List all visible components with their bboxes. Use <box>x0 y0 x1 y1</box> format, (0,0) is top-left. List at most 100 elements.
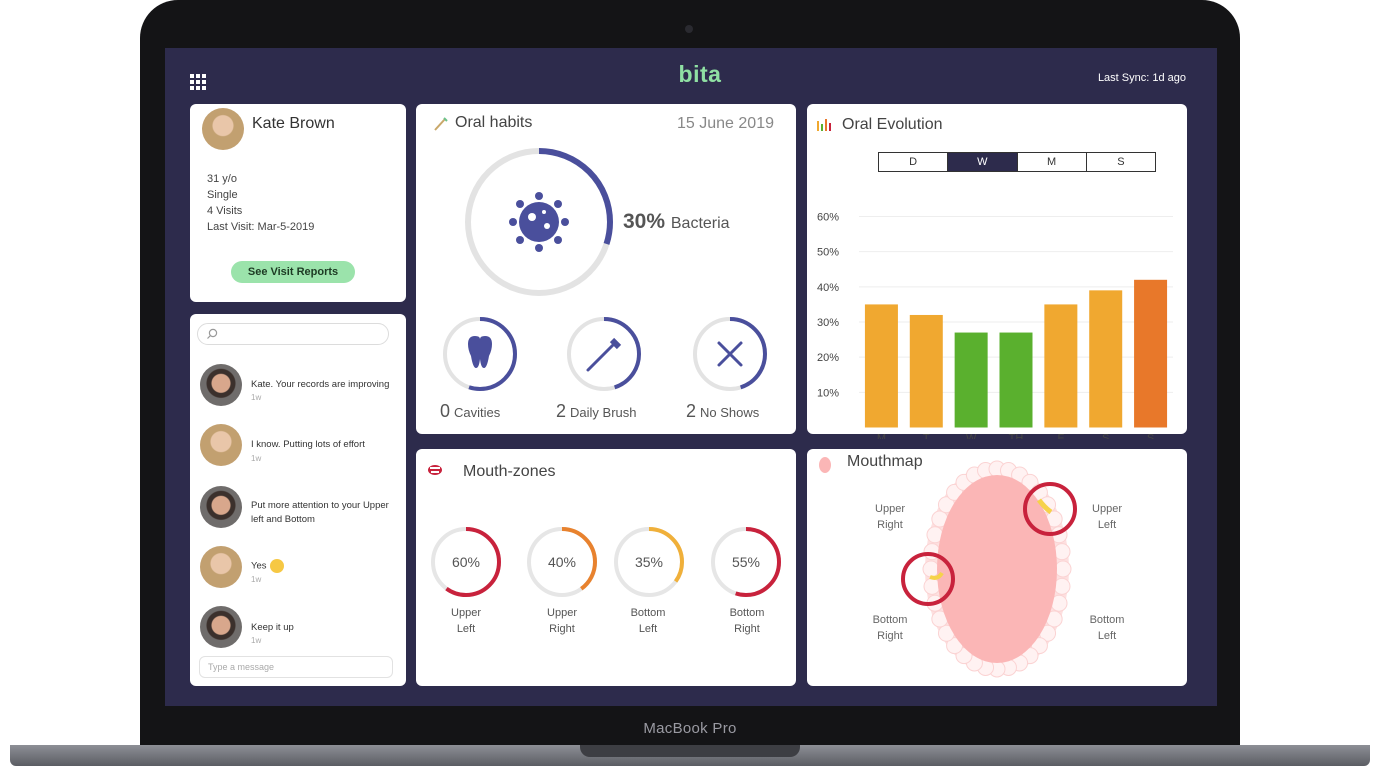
mouth-zones-title: Mouth-zones <box>463 463 556 480</box>
chat-search-input[interactable] <box>197 323 389 345</box>
x-tick-label: TH <box>1009 433 1024 440</box>
patient-avatar <box>200 546 242 588</box>
zone-label-line: Left <box>638 623 658 635</box>
cavities-stat: 0 Cavities <box>440 401 500 422</box>
chat-message: Kate. Your records are improving <box>251 379 390 390</box>
daily-brush-gauge <box>567 317 641 391</box>
last-sync: Last Sync: 1d ago <box>1097 72 1186 84</box>
bottom-right-label: Bottom Right <box>860 612 920 644</box>
chat-time: 1w <box>251 393 262 402</box>
toothbrush-icon <box>586 337 622 372</box>
zone-value: 40% <box>548 554 576 570</box>
chat-message-text: Yes <box>251 560 267 572</box>
map-label-line: Bottom <box>1089 614 1125 626</box>
app-screen: bita Last Sync: 1d ago Kate Brown 31 y/o… <box>165 48 1217 706</box>
x-tick-label: T <box>923 433 930 440</box>
zone-label: Upper Right <box>527 605 597 637</box>
patient-avatar <box>200 424 242 466</box>
zone-value: 55% <box>732 554 760 570</box>
mouthmap-title: Mouthmap <box>847 453 923 470</box>
tab-day[interactable]: D <box>879 153 949 171</box>
map-label-line: Upper <box>875 503 905 515</box>
bar[interactable] <box>1044 304 1078 428</box>
patient-visits: 4 Visits <box>207 205 243 217</box>
mouthmap-card: Mouthmap Upper Right Upper Left Bottom Righ… <box>807 449 1187 686</box>
message-input[interactable]: Type a message <box>199 656 393 678</box>
zone-label-line: Left <box>456 623 476 635</box>
tooth-icon <box>468 336 492 368</box>
x-tick-label: M <box>877 433 886 440</box>
chat-card: Kate. Your records are improving 1w I kn… <box>190 314 406 686</box>
patient-name: Kate Brown <box>252 115 335 132</box>
cavities-value: 0 <box>440 401 451 421</box>
tab-season[interactable]: S <box>1117 156 1125 168</box>
map-label-line: Right <box>877 630 903 642</box>
x-tick-label: W <box>966 433 977 440</box>
laptop-notch <box>580 745 800 757</box>
cavities-label: Cavities <box>454 405 501 420</box>
tab-week[interactable]: W <box>948 153 1018 171</box>
chat-time: 1w <box>251 636 262 645</box>
oral-evolution-chart: 10% 20% 30% 40% 50% 60% M T W TH F S S <box>817 212 1173 440</box>
map-label-line: Upper <box>1092 503 1122 515</box>
y-tick-label: 10% <box>817 387 839 399</box>
oral-habits-title: Oral habits <box>455 114 533 131</box>
zone-gauge-arc <box>431 527 501 597</box>
mouthmap-icon <box>819 457 831 473</box>
device-brand: MacBook Pro <box>643 720 737 737</box>
grid-menu-icon[interactable] <box>190 74 206 90</box>
period-tabs: D W M S <box>878 152 1156 172</box>
bar[interactable] <box>1089 290 1123 428</box>
tab-month[interactable]: M <box>1018 153 1087 171</box>
bacteria-progress-arc <box>465 148 613 296</box>
mouth-zones-gauges: 60% 40% 35% 55% <box>431 527 781 597</box>
chat-time: 1w <box>251 454 262 463</box>
upper-left-highlight[interactable] <box>1023 482 1077 536</box>
map-label-line: Left <box>1097 630 1117 642</box>
y-tick-label: 60% <box>817 212 839 224</box>
zone-label-line: Bottom <box>729 607 765 619</box>
oral-evolution-card: Oral Evolution D W M S 10% 20% 30% 40% 50% 60… <box>807 104 1187 439</box>
mouth-zones-card: Mouth-zones 60% 40% 35% 55% Upper Left Upper… <box>416 449 796 686</box>
patient-last-visit: Last Visit: Mar-5-2019 <box>207 221 315 233</box>
tooth <box>922 560 940 578</box>
x-tick-label: F <box>1057 433 1064 440</box>
bar[interactable] <box>909 314 943 428</box>
chat-time: 1w <box>251 575 262 584</box>
doctor-avatar <box>200 364 242 406</box>
upper-left-tooth-mark <box>1037 498 1053 515</box>
zone-label-line: Bottom <box>630 607 666 619</box>
no-shows-gauge <box>693 317 767 391</box>
upper-left-label: Upper Left <box>1077 501 1137 533</box>
bar[interactable] <box>954 332 988 428</box>
doctor-avatar <box>200 486 242 528</box>
chat-message: Keep it up <box>251 622 294 633</box>
no-shows-stat: 2 No Shows <box>686 401 759 422</box>
daily-brush-stat: 2 Daily Brush <box>556 401 636 422</box>
bacteria-label: Bacteria <box>670 215 730 232</box>
y-tick-label: 20% <box>817 352 839 364</box>
bar[interactable] <box>999 332 1033 428</box>
no-shows-value: 2 <box>686 401 697 421</box>
zone-label: Bottom Right <box>712 605 782 637</box>
see-visit-reports-button[interactable]: See Visit Reports <box>231 261 355 283</box>
patient-card: Kate Brown 31 y/o Single 4 Visits Last V… <box>190 104 406 302</box>
bar[interactable] <box>1134 279 1168 428</box>
y-tick-label: 30% <box>817 317 839 329</box>
y-tick-label: 40% <box>817 282 839 294</box>
oral-evolution-title: Oral Evolution <box>842 116 943 133</box>
zone-label: Upper Left <box>431 605 501 637</box>
zone-label-line: Right <box>549 623 575 635</box>
bacteria-percent: 30% <box>623 210 666 233</box>
bottom-right-highlight[interactable] <box>901 552 955 606</box>
zone-label: Bottom Left <box>613 605 683 637</box>
bar[interactable] <box>864 304 898 428</box>
zone-value: 35% <box>635 554 663 570</box>
cavities-progress-arc <box>443 317 517 391</box>
mouth-diagram <box>901 460 1077 678</box>
emoji-icon <box>269 559 284 573</box>
daily-brush-value: 2 <box>556 401 567 421</box>
no-shows-progress-arc <box>693 317 767 391</box>
zone-label-line: Right <box>734 623 760 635</box>
zone-gauge-arc <box>527 527 597 597</box>
